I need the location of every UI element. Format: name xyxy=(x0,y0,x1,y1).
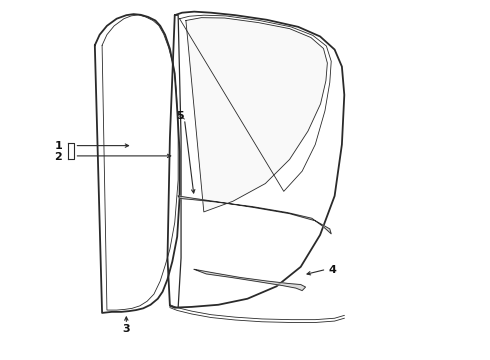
Text: 1: 1 xyxy=(54,141,62,151)
Polygon shape xyxy=(178,196,331,234)
Text: 3: 3 xyxy=(122,324,130,334)
Polygon shape xyxy=(186,18,327,212)
Polygon shape xyxy=(194,269,306,291)
Text: 4: 4 xyxy=(328,265,336,275)
Text: 2: 2 xyxy=(54,152,62,162)
Text: 5: 5 xyxy=(176,111,183,121)
